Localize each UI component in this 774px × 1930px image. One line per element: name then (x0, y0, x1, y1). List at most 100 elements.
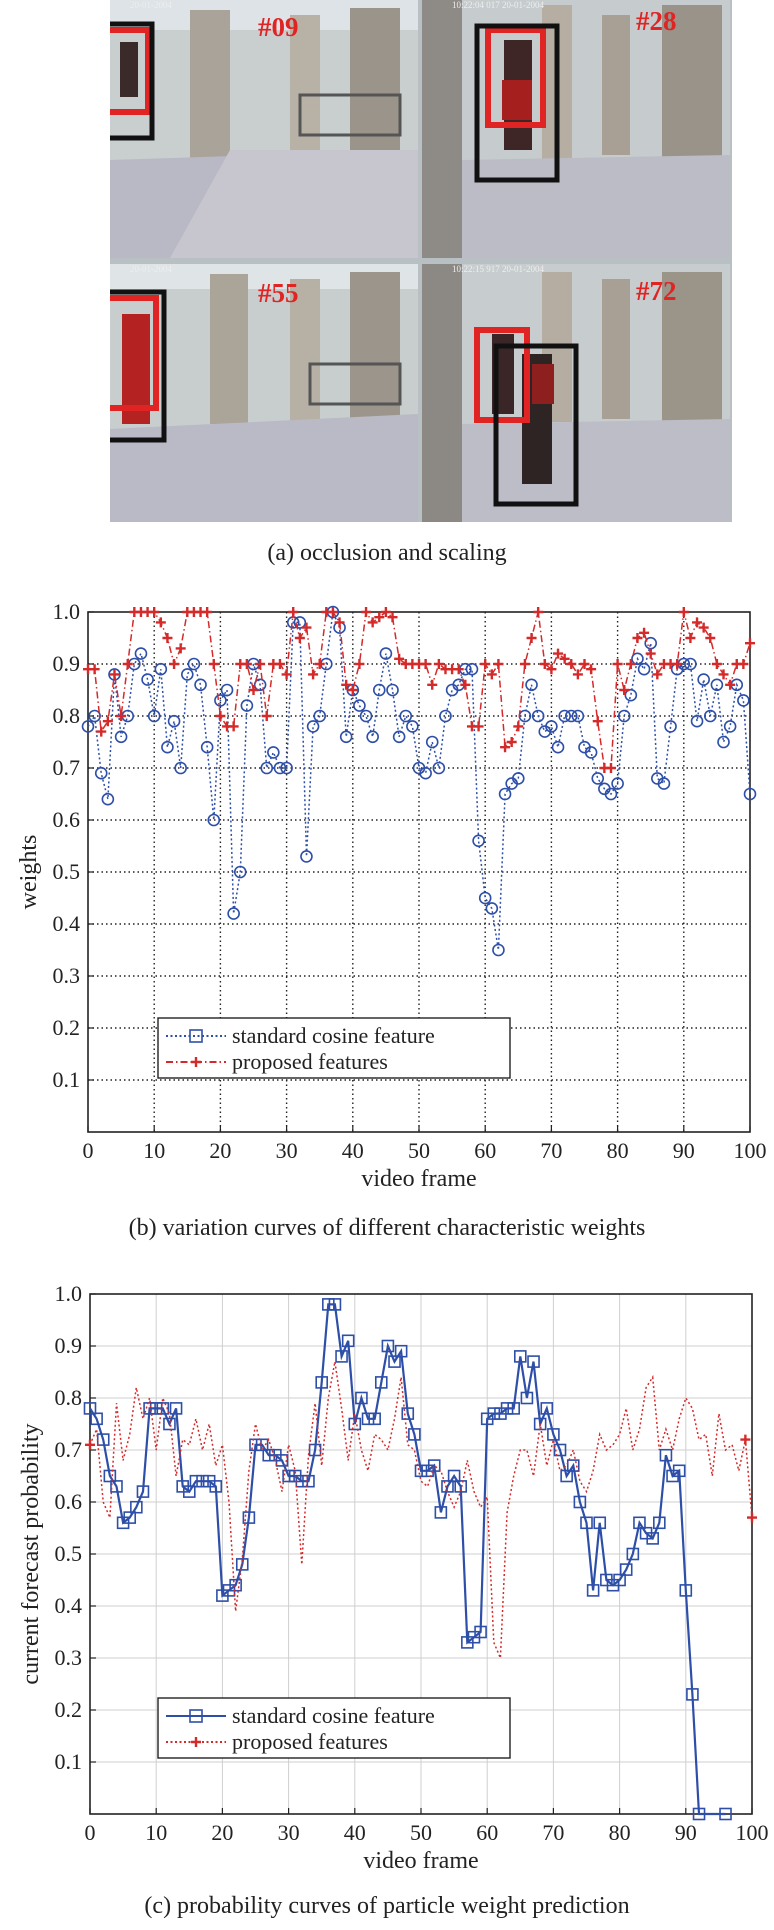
data-point-circle (439, 709, 452, 723)
data-point-square (255, 1438, 269, 1452)
legend-box (157, 1017, 511, 1079)
data-point-square (566, 1459, 580, 1472)
data-point-plus (274, 659, 285, 669)
data-point-plus (612, 659, 623, 669)
data-point-circle (425, 735, 439, 749)
data-point-plus (533, 607, 544, 617)
data-point-plus (89, 664, 100, 675)
legend-box (157, 1697, 511, 1759)
data-point-plus (725, 679, 736, 690)
data-point-square (414, 1464, 428, 1478)
data-point-circle (478, 891, 492, 905)
video-frame-09: 20-01-2004 #09 (110, 0, 418, 258)
data-point-plus (347, 685, 358, 695)
data-point-square (560, 1469, 573, 1483)
data-point-square (163, 1417, 176, 1431)
frame-09-scene: 20-01-2004 #09 (110, 0, 418, 258)
data-point-square (408, 1428, 421, 1441)
data-point-square (381, 1339, 395, 1353)
data-point-circle (200, 740, 214, 754)
data-point-plus (155, 617, 166, 628)
data-point-plus (380, 607, 391, 617)
data-point-plus (513, 721, 524, 732)
data-point-circle (207, 813, 221, 827)
chart-weights: 0 10 20 30 40 50 60 70 80 90 100 0.1 0.2 0.3 0.4 0.5 0.6… (16, 599, 767, 1192)
data-point-circle (81, 720, 95, 733)
data-point-circle (703, 709, 717, 723)
data-point-circle (591, 772, 605, 785)
y-tick-label: 0.5 (55, 1541, 83, 1566)
data-point-plus (632, 633, 643, 643)
data-point-plus (685, 633, 696, 643)
legend-marker-plus (191, 1057, 201, 1067)
data-point-circle (147, 709, 161, 723)
data-point-square (123, 1511, 137, 1524)
y-tick-label: 0.5 (53, 859, 81, 884)
data-point-square (368, 1412, 381, 1426)
data-point-circle (161, 740, 174, 754)
data-point-plus (672, 659, 683, 669)
data-point-circle (108, 668, 121, 681)
data-point-plus (241, 659, 252, 669)
data-point-square (143, 1402, 156, 1415)
data-point-circle (511, 772, 525, 785)
x-tick-label: 100 (736, 1820, 769, 1845)
x-tick-label: 50 (410, 1820, 432, 1845)
data-point-plus (288, 607, 299, 617)
frame-09-timestamp: 20-01-2004 (130, 0, 172, 10)
y-tick-label: 0.9 (53, 651, 81, 676)
data-point-square (348, 1417, 362, 1431)
data-point-circle (498, 787, 512, 801)
data-point-circle (386, 683, 399, 697)
data-point-square (686, 1688, 699, 1701)
data-point-plus (387, 612, 398, 623)
data-point-plus (539, 659, 550, 669)
data-point-square (672, 1464, 686, 1478)
data-point-plus (553, 648, 564, 659)
data-point-plus (711, 659, 722, 669)
data-point-circle (214, 694, 227, 707)
data-point-plus (493, 659, 504, 669)
data-point-plus (738, 659, 749, 669)
data-point-plus (354, 659, 365, 669)
x-tick-label: 30 (276, 1138, 298, 1163)
data-point-circle (300, 850, 313, 863)
data-point-square (110, 1480, 123, 1493)
y-tick-label: 0.8 (53, 703, 81, 728)
data-point-circle (419, 766, 432, 780)
y-tick-label: 0.8 (55, 1385, 83, 1410)
data-point-square (613, 1573, 626, 1587)
y-tick-label: 0.7 (55, 1437, 83, 1462)
data-point-circle (624, 688, 638, 702)
data-point-circle (432, 761, 446, 775)
data-point-plus (519, 659, 530, 669)
data-point-circle (611, 777, 624, 790)
video-frame-72: 10:22:15 917 20-01-2004 #72 (422, 264, 730, 522)
data-point-plus (85, 1439, 95, 1450)
data-point-plus (747, 1512, 757, 1523)
x-tick-label: 70 (542, 1820, 564, 1845)
data-point-plus (705, 633, 716, 643)
data-point-circle (697, 673, 710, 686)
data-point-plus (281, 669, 292, 680)
data-point-square (507, 1402, 520, 1415)
data-point-circle (267, 746, 280, 759)
data-point-circle (472, 834, 485, 848)
x-tick-label: 90 (673, 1138, 695, 1163)
data-point-plus (420, 659, 431, 669)
data-point-plus (453, 664, 464, 675)
data-point-circle (101, 792, 115, 806)
data-point-circle (558, 709, 571, 723)
y-tick-label: 0.2 (53, 1015, 81, 1040)
data-point-plus (559, 653, 570, 664)
data-point-plus (639, 627, 650, 638)
data-point-plus (500, 742, 511, 753)
y-axis-label: current forecast probability (18, 1423, 44, 1684)
data-point-square (427, 1459, 441, 1472)
data-point-plus (433, 659, 444, 669)
data-point-square (315, 1376, 329, 1389)
data-point-square (646, 1532, 660, 1545)
data-point-circle (465, 662, 479, 676)
data-point-circle (253, 678, 267, 692)
data-point-square (169, 1402, 183, 1415)
